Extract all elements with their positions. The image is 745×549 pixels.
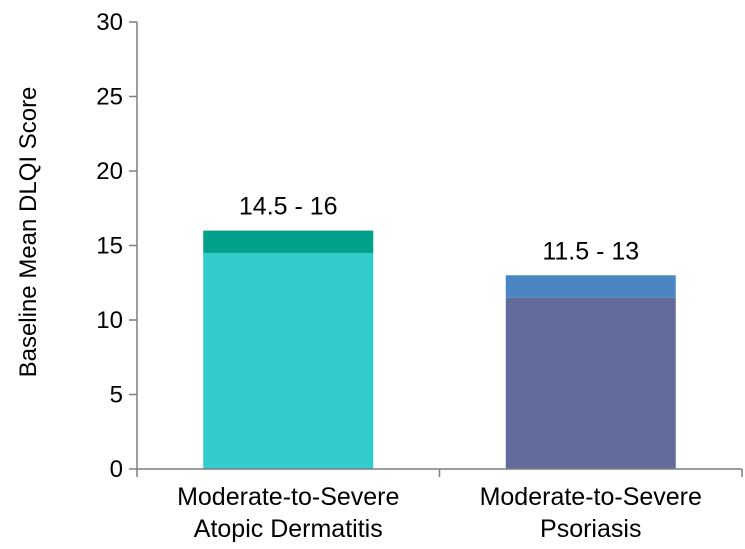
bar-range-segment [505, 275, 676, 298]
y-axis-title: Baseline Mean DLQI Score [15, 87, 42, 378]
bar-range-segment [203, 230, 374, 253]
y-tick-label: 15 [96, 233, 123, 260]
bar-base [203, 252, 374, 469]
y-tick-label: 30 [96, 9, 123, 36]
bar-data-label: 11.5 - 13 [542, 237, 639, 265]
y-tick-label: 20 [96, 158, 123, 185]
bar-data-label: 14.5 - 16 [239, 193, 338, 221]
x-axis-categories: Moderate-to-Severe Atopic Dermatitis Moder… [177, 483, 702, 543]
x-category-label: Moderate-to-Severe [480, 483, 702, 511]
y-tick-label: 25 [96, 84, 123, 111]
data-labels: 14.5 - 16 11.5 - 13 [239, 193, 639, 266]
y-axis-ticks: 0 5 10 15 20 25 30 [96, 9, 743, 483]
x-category-label: Atopic Dermatitis [194, 515, 383, 543]
x-category-label: Moderate-to-Severe [177, 483, 399, 511]
y-axis-title-group: Baseline Mean DLQI Score [15, 87, 42, 378]
bar-base [505, 297, 676, 469]
y-tick-label: 10 [96, 307, 123, 334]
y-tick-label: 0 [110, 456, 123, 483]
y-tick-label: 5 [110, 382, 123, 409]
bars-group [203, 230, 676, 469]
axes-group [136, 22, 742, 470]
x-category-label: Psoriasis [540, 515, 641, 543]
